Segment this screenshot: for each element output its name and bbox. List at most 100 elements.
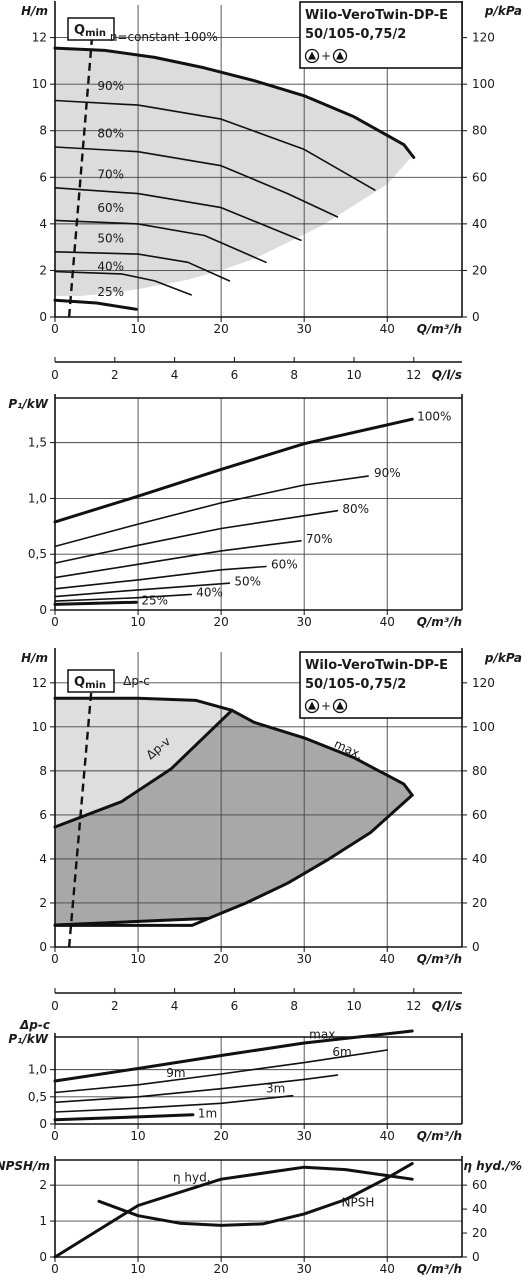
y2-tick-label: 120	[472, 31, 495, 45]
qmin-box	[67, 17, 115, 41]
y2-tick-label: 40	[472, 1202, 487, 1216]
x2-tick-label: 10	[346, 368, 361, 382]
chart-title-line: Wilo-VeroTwin-DP-E	[305, 658, 448, 673]
curve-label: n=constant 100%	[110, 30, 218, 44]
curve-label: 90%	[97, 79, 124, 93]
x2-tick-label: 6	[231, 999, 239, 1013]
y-tick-label: 0,5	[28, 1090, 47, 1104]
y-tick-label: 12	[32, 676, 47, 690]
curve-label: 70%	[97, 167, 124, 181]
y-tick-label: 1,0	[28, 1063, 47, 1077]
pump-plus: +	[321, 699, 331, 713]
pump-arrow-icon	[336, 51, 344, 60]
y-tick-label: 0	[39, 1117, 47, 1131]
curve-label: 6m	[332, 1045, 351, 1059]
series-line-NPSH	[97, 1162, 414, 1227]
series-line--p-v	[53, 708, 234, 829]
y2-tick-label: 0	[472, 310, 480, 324]
x-tick-label: 20	[213, 952, 228, 966]
y-tick-label: 0	[39, 1250, 47, 1264]
y-tick-label: 0,5	[28, 547, 47, 561]
x-tick-label: 20	[213, 1129, 228, 1143]
y2-tick-label: 40	[472, 217, 487, 231]
x-tick-label: 30	[297, 952, 312, 966]
x-tick-label: 0	[51, 952, 59, 966]
x-tick-label: 30	[297, 1262, 312, 1276]
curve-label: 1m	[198, 1106, 217, 1120]
y-tick-label: 4	[39, 217, 47, 231]
pump-arrow-icon	[308, 701, 316, 710]
x-axis-title: Q/m³/h	[417, 322, 462, 336]
curve-label: 40%	[196, 586, 223, 600]
series-line-60-	[54, 565, 267, 590]
curve-label: 60%	[271, 558, 298, 572]
curve-label: 50%	[97, 231, 124, 245]
curve-label: 50%	[234, 574, 261, 588]
dp-c-region	[55, 698, 413, 827]
x2-tick-label: 12	[406, 368, 421, 382]
x-tick-label: 30	[297, 322, 312, 336]
series-line-80-	[54, 509, 339, 564]
x-tick-label: 10	[130, 615, 145, 629]
x-tick-label: 0	[51, 615, 59, 629]
series-line-n-constant-100-	[53, 46, 416, 159]
pump-plus: +	[321, 49, 331, 63]
x-tick-label: 10	[130, 1262, 145, 1276]
y-tick-label: 1,0	[28, 491, 47, 505]
y-tick-label: 0	[39, 603, 47, 617]
dp-v-region	[55, 710, 413, 924]
qmin-box	[67, 669, 115, 693]
series-line-40-	[54, 593, 192, 602]
y2-tick-label: 0	[472, 1250, 480, 1264]
series-line-9m	[54, 1049, 389, 1094]
x-tick-label: 20	[213, 615, 228, 629]
y-tick-label: 2	[39, 263, 47, 277]
series-line-50-	[54, 582, 231, 598]
y2-tick-label: 0	[472, 940, 480, 954]
y2-axis-title: p/kPa	[484, 651, 522, 665]
x2-axis-title: Q/l/s	[432, 368, 462, 382]
y-tick-label: 1,5	[28, 436, 47, 450]
x-axis-title: Q/m³/h	[417, 1262, 462, 1276]
y-axis-title: P₁/kW	[8, 1032, 48, 1046]
series-line-1m	[53, 1113, 195, 1122]
series-line-60-	[54, 219, 267, 264]
panel-p2: 0 10 20 30 40 Q/m³/h 0 0,5 1,0 Δp-cP₁/kW max. 6m 9m 3…	[8, 1018, 463, 1143]
y-tick-label: 0	[39, 940, 47, 954]
x-tick-label: 40	[380, 952, 395, 966]
x2-tick-label: 10	[346, 999, 361, 1013]
qmin-line	[67, 32, 94, 318]
x-axis-title: Q/m³/h	[417, 615, 462, 629]
y2-tick-label: 20	[472, 1226, 487, 1240]
x2-tick-label: 0	[51, 368, 59, 382]
curve-label: 25%	[97, 285, 124, 299]
x-tick-label: 40	[380, 615, 395, 629]
series-line-25-	[53, 298, 138, 311]
series-line-boundary-4	[53, 916, 211, 927]
x2-tick-label: 8	[290, 368, 298, 382]
x2-tick-label: 2	[111, 368, 119, 382]
curve-label: 80%	[97, 127, 124, 141]
x-tick-label: 40	[380, 322, 395, 336]
panel-npsh: 0 10 20 30 40 Q/m³/h 0 1 2 NPSH/m 0 20 40 60 η hyd./% η…	[0, 1156, 522, 1276]
curve-label: 9m	[166, 1066, 185, 1080]
chart-title-line: 50/105-0,75/2	[305, 27, 406, 42]
series-line-max-	[230, 708, 414, 797]
y-tick-label: 2	[39, 896, 47, 910]
y-axis-title: P₁/kW	[8, 397, 48, 411]
chart-title-line: 50/105-0,75/2	[305, 677, 406, 692]
pump-arrow-icon	[308, 51, 316, 60]
y-axis-title: H/m	[21, 4, 48, 18]
y-axis-title-top: Δp-c	[19, 1018, 50, 1032]
x2-tick-label: 6	[231, 368, 239, 382]
x-tick-label: 0	[51, 1262, 59, 1276]
x-tick-label: 40	[380, 1129, 395, 1143]
y2-axis-title: p/kPa	[484, 4, 522, 18]
y2-tick-label: 100	[472, 720, 495, 734]
x-tick-label: 20	[213, 1262, 228, 1276]
y-tick-label: 8	[39, 124, 47, 138]
x-tick-label: 20	[213, 322, 228, 336]
y2-axis-title: η hyd./%	[463, 1159, 522, 1173]
pump-arrow-icon	[336, 701, 344, 710]
x2-tick-label: 8	[290, 999, 298, 1013]
